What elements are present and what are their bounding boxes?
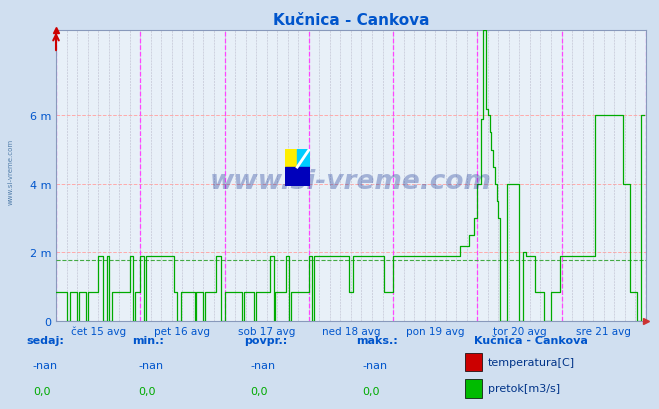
Text: pretok[m3/s]: pretok[m3/s] <box>488 384 559 393</box>
Text: temperatura[C]: temperatura[C] <box>488 357 575 367</box>
Text: -nan: -nan <box>362 360 387 370</box>
Text: -nan: -nan <box>138 360 163 370</box>
Bar <box>297 149 310 168</box>
Title: Kučnica - Cankova: Kučnica - Cankova <box>273 13 429 28</box>
Text: 0,0: 0,0 <box>33 386 51 396</box>
Bar <box>285 168 310 186</box>
Bar <box>465 380 482 398</box>
Text: 0,0: 0,0 <box>138 386 156 396</box>
Text: -nan: -nan <box>33 360 58 370</box>
Bar <box>465 353 482 371</box>
Text: 0,0: 0,0 <box>362 386 380 396</box>
Text: Kučnica - Cankova: Kučnica - Cankova <box>474 335 588 346</box>
Text: povpr.:: povpr.: <box>244 335 287 346</box>
Text: www.si-vreme.com: www.si-vreme.com <box>8 139 14 205</box>
Text: -nan: -nan <box>250 360 275 370</box>
Text: maks.:: maks.: <box>356 335 397 346</box>
Text: min.:: min.: <box>132 335 163 346</box>
Bar <box>285 149 297 168</box>
Text: sedaj:: sedaj: <box>26 335 64 346</box>
Text: 0,0: 0,0 <box>250 386 268 396</box>
Text: www.si-vreme.com: www.si-vreme.com <box>210 169 492 195</box>
